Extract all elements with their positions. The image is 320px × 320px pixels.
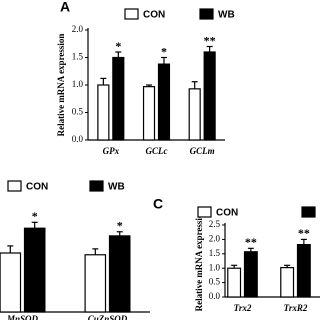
bar: [97, 84, 110, 141]
legend-label: WB: [108, 182, 125, 193]
y-tick-label: 0.5: [72, 107, 84, 117]
x-tick-label: GCLm: [190, 146, 215, 156]
bar: [243, 251, 258, 298]
significance-mark: **: [204, 33, 216, 47]
significance-mark: *: [117, 219, 123, 233]
legend-label: CON: [26, 182, 48, 193]
bar: [203, 51, 216, 141]
y-tick-label: 2.0: [209, 233, 221, 243]
legend-swatch: [197, 206, 212, 218]
x-tick-label: GCLc: [146, 146, 168, 156]
bar: [108, 235, 131, 313]
bar: [280, 267, 295, 298]
y-tick-label: 2.5: [209, 219, 221, 229]
legend-swatch: [199, 8, 214, 20]
bar: [188, 88, 201, 141]
y-tick-label: 2.0: [72, 24, 84, 34]
x-tick-label: TrxR2: [284, 303, 308, 313]
bar: [23, 227, 46, 313]
bar: [157, 63, 171, 141]
y-tick-label: 1.0: [72, 79, 84, 89]
x-tick-label: CuZnSOD: [88, 314, 128, 320]
x-tick-label: MnSOD: [6, 314, 39, 320]
y-tick-label: 1.0: [209, 262, 221, 272]
y-tick-label: 0.5: [209, 277, 221, 287]
legend-swatch: [301, 206, 316, 218]
legend-label: WB: [218, 10, 235, 21]
y-tick-label: 0.0: [209, 291, 221, 301]
y-axis-label: Relative mRNA expression: [194, 209, 204, 312]
significance-mark: *: [161, 44, 167, 58]
significance-mark: *: [32, 209, 38, 223]
legend-label: CON: [216, 208, 238, 219]
bar: [84, 254, 107, 313]
legend-swatch: [89, 180, 104, 192]
significance-mark: **: [298, 226, 310, 240]
significance-mark: **: [245, 235, 257, 249]
y-tick-label: 0.0: [72, 134, 84, 144]
bar: [227, 267, 242, 298]
legend-label: CON: [143, 10, 165, 21]
y-axis-label: Relative mRNA expression: [56, 34, 66, 137]
bar: [142, 86, 156, 141]
bar: [0, 252, 22, 313]
significance-mark: *: [115, 39, 121, 53]
panel-label: A: [60, 0, 70, 15]
panel-label: C: [153, 196, 163, 212]
legend-swatch: [124, 8, 139, 20]
bar: [296, 243, 311, 298]
legend-swatch: [7, 180, 22, 192]
x-tick-label: GPx: [103, 146, 120, 156]
y-tick-label: 1.5: [209, 248, 221, 258]
y-tick-label: 1.5: [72, 52, 84, 62]
x-tick-label: Trx2: [234, 303, 252, 313]
bar: [112, 56, 125, 141]
